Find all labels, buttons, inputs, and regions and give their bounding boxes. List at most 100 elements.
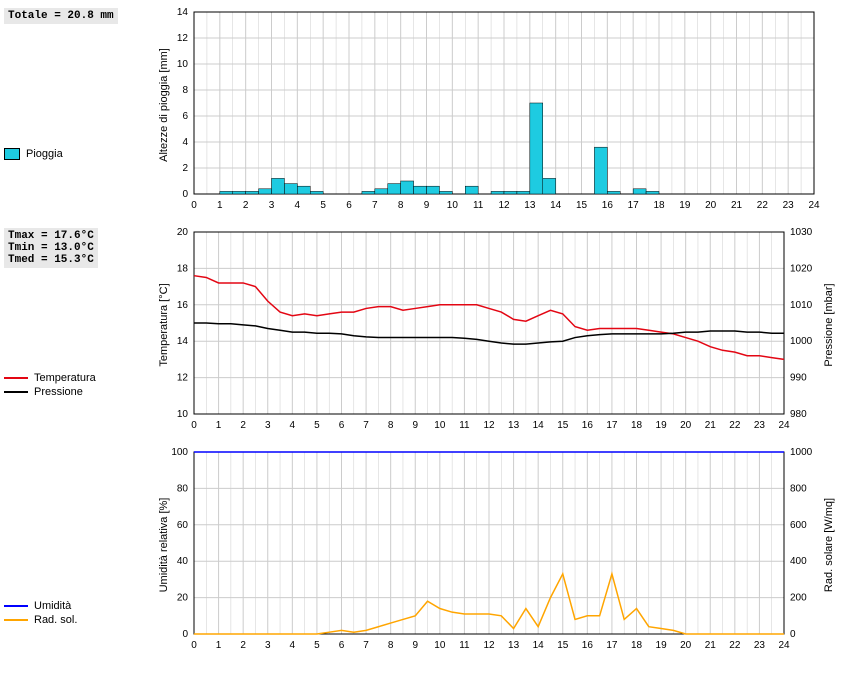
svg-text:13: 13 <box>508 420 520 431</box>
svg-text:24: 24 <box>808 200 820 211</box>
temp-press-row: Tmax = 17.6°C Tmin = 13.0°C Tmed = 15.3°… <box>4 224 856 444</box>
svg-text:20: 20 <box>680 420 692 431</box>
svg-text:3: 3 <box>265 640 271 651</box>
svg-text:3: 3 <box>265 420 271 431</box>
svg-text:0: 0 <box>191 420 197 431</box>
svg-text:20: 20 <box>177 593 189 604</box>
svg-text:15: 15 <box>557 420 569 431</box>
svg-text:10: 10 <box>434 640 446 651</box>
temp-legend-line <box>4 377 28 379</box>
svg-text:11: 11 <box>473 200 484 211</box>
svg-text:1010: 1010 <box>790 300 813 311</box>
svg-text:9: 9 <box>424 200 430 211</box>
svg-text:16: 16 <box>582 420 594 431</box>
svg-text:0: 0 <box>182 189 188 200</box>
svg-text:990: 990 <box>790 373 807 384</box>
svg-text:800: 800 <box>790 483 807 494</box>
svg-text:19: 19 <box>656 420 668 431</box>
svg-text:18: 18 <box>631 420 643 431</box>
temp-tmin: Tmin = 13.0°C <box>8 242 94 254</box>
radsol-legend-label: Rad. sol. <box>34 614 77 626</box>
humid-legend-label: Umidità <box>34 600 71 612</box>
svg-text:21: 21 <box>731 200 743 211</box>
rainfall-total-box: Totale = 20.8 mm <box>4 8 118 24</box>
svg-text:10: 10 <box>447 200 459 211</box>
svg-text:40: 40 <box>177 556 189 567</box>
humid-ylabel: Umidità relativa [%] <box>158 475 170 615</box>
svg-text:6: 6 <box>339 420 345 431</box>
svg-text:1030: 1030 <box>790 227 813 238</box>
svg-text:0: 0 <box>182 629 188 640</box>
svg-text:8: 8 <box>388 420 394 431</box>
temp-tmed: Tmed = 15.3°C <box>8 254 94 266</box>
svg-text:600: 600 <box>790 520 807 531</box>
svg-text:23: 23 <box>754 640 766 651</box>
rainfall-legend-label: Pioggia <box>26 148 63 160</box>
svg-text:24: 24 <box>778 640 790 651</box>
svg-text:16: 16 <box>602 200 614 211</box>
svg-text:10: 10 <box>177 59 189 70</box>
rainfall-legend: Pioggia <box>4 148 154 160</box>
press-legend: Pressione <box>4 386 154 398</box>
svg-text:14: 14 <box>550 200 562 211</box>
temp-stats-box: Tmax = 17.6°C Tmin = 13.0°C Tmed = 15.3°… <box>4 228 98 268</box>
rainfall-total: Totale = 20.8 mm <box>8 10 114 22</box>
svg-text:9: 9 <box>412 640 418 651</box>
svg-text:5: 5 <box>314 640 320 651</box>
svg-text:18: 18 <box>631 640 643 651</box>
svg-text:1: 1 <box>216 640 222 651</box>
svg-text:12: 12 <box>177 33 189 44</box>
svg-text:4: 4 <box>290 640 296 651</box>
svg-text:14: 14 <box>177 336 189 347</box>
radsol-legend: Rad. sol. <box>4 614 154 626</box>
svg-text:12: 12 <box>483 640 495 651</box>
radsol-legend-line <box>4 619 28 621</box>
svg-text:6: 6 <box>346 200 352 211</box>
svg-text:13: 13 <box>524 200 536 211</box>
temp-side: Tmax = 17.6°C Tmin = 13.0°C Tmed = 15.3°… <box>4 224 154 400</box>
svg-text:15: 15 <box>557 640 569 651</box>
svg-text:17: 17 <box>606 420 618 431</box>
svg-text:1000: 1000 <box>790 447 813 458</box>
press-legend-line <box>4 391 28 393</box>
svg-text:8: 8 <box>388 640 394 651</box>
svg-text:2: 2 <box>182 163 188 174</box>
humid-chart: Umidità relativa [%] Rad. solare [W/mq] … <box>154 444 854 664</box>
svg-text:400: 400 <box>790 556 807 567</box>
rainfall-row: Totale = 20.8 mm Pioggia Altezze di piog… <box>4 4 856 224</box>
svg-text:0: 0 <box>790 629 796 640</box>
svg-text:2: 2 <box>240 420 246 431</box>
svg-text:19: 19 <box>656 640 668 651</box>
svg-text:980: 980 <box>790 409 807 420</box>
svg-text:22: 22 <box>757 200 769 211</box>
svg-text:4: 4 <box>290 420 296 431</box>
svg-text:5: 5 <box>320 200 326 211</box>
svg-text:1000: 1000 <box>790 336 813 347</box>
rainfall-ylabel: Altezze di pioggia [mm] <box>158 35 170 175</box>
svg-text:7: 7 <box>372 200 378 211</box>
svg-text:12: 12 <box>498 200 510 211</box>
svg-text:21: 21 <box>705 420 717 431</box>
svg-text:1: 1 <box>217 200 223 211</box>
svg-text:11: 11 <box>459 420 470 431</box>
temp-legend: Temperatura <box>4 372 154 384</box>
rainfall-side: Totale = 20.8 mm Pioggia <box>4 4 154 162</box>
svg-text:16: 16 <box>177 300 189 311</box>
svg-text:4: 4 <box>182 137 188 148</box>
svg-text:12: 12 <box>483 420 495 431</box>
radsol-y2label: Rad. solare [W/mq] <box>823 475 835 615</box>
rainfall-swatch <box>4 148 20 160</box>
svg-text:60: 60 <box>177 520 189 531</box>
svg-text:7: 7 <box>363 640 369 651</box>
svg-text:0: 0 <box>191 200 197 211</box>
svg-text:23: 23 <box>783 200 795 211</box>
rainfall-chart: Altezze di pioggia [mm] 0123456789101112… <box>154 4 854 224</box>
temp-chart: Temperatura [°C] Pressione [mbar] 012345… <box>154 224 854 444</box>
svg-text:14: 14 <box>533 640 545 651</box>
svg-text:18: 18 <box>177 263 189 274</box>
svg-text:10: 10 <box>177 409 189 420</box>
svg-text:21: 21 <box>705 640 717 651</box>
svg-text:17: 17 <box>628 200 640 211</box>
svg-text:1020: 1020 <box>790 263 813 274</box>
svg-text:8: 8 <box>398 200 404 211</box>
